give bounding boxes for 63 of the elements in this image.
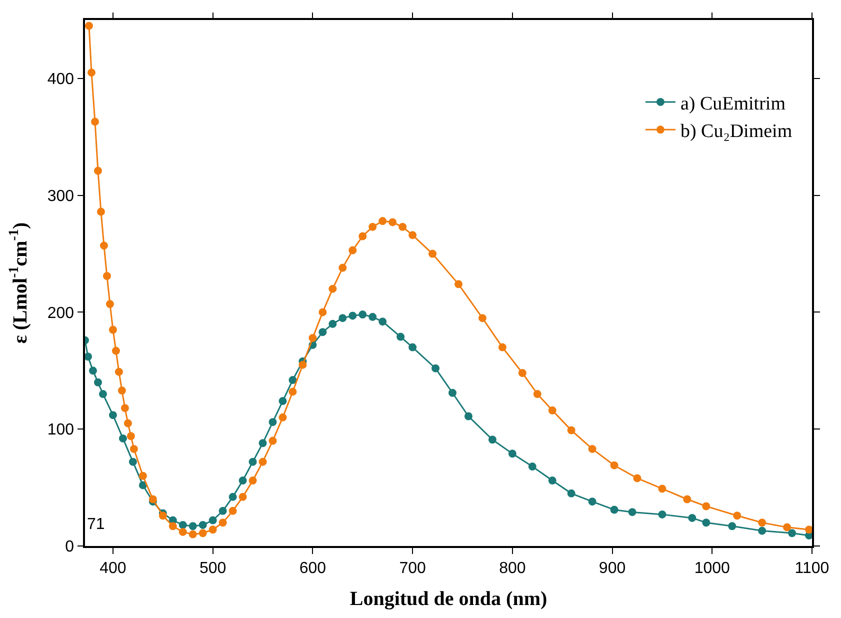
y-tick-label: 0: [65, 538, 74, 556]
point: [108, 411, 117, 420]
point: [702, 518, 710, 527]
point: [268, 418, 277, 426]
y-tick-label: 400: [47, 71, 74, 88]
point: [548, 476, 556, 485]
point: [728, 522, 736, 530]
x-axis-title: Longitud de onda (nm): [350, 588, 548, 610]
point: [248, 458, 257, 466]
point: [208, 516, 217, 524]
point: [464, 412, 472, 420]
point: [85, 352, 92, 361]
point: [432, 364, 440, 372]
point: [368, 312, 377, 321]
point: [328, 320, 337, 328]
point: [228, 492, 237, 501]
point: [198, 520, 207, 529]
point: [288, 376, 297, 384]
point: [98, 390, 107, 398]
point: [788, 529, 796, 538]
x-tick-label: 900: [598, 560, 626, 577]
point: [488, 436, 496, 444]
x-tick-label: 400: [100, 560, 126, 577]
point: [567, 489, 576, 498]
point: [88, 366, 97, 375]
point: [658, 510, 666, 518]
point: [348, 312, 357, 320]
point: [610, 506, 618, 514]
point: [448, 388, 456, 397]
x-tick-label: 800: [499, 560, 526, 577]
x-tick-label: 1000: [694, 560, 730, 577]
point: [138, 481, 147, 490]
point: [318, 328, 327, 336]
point: [688, 514, 696, 522]
point: [278, 397, 287, 406]
point: [338, 314, 347, 322]
point: [178, 520, 187, 529]
point: [378, 318, 387, 326]
point: [408, 343, 417, 352]
point: [508, 450, 516, 458]
point: [588, 498, 596, 506]
annotation: 71: [87, 516, 105, 533]
y-tick-label: 300: [47, 188, 74, 205]
point: [258, 439, 267, 448]
point: [118, 434, 127, 442]
x-tick-label: 500: [199, 560, 226, 577]
point: [758, 526, 766, 535]
y-tick-label: 200: [47, 304, 74, 322]
point: [128, 458, 137, 466]
point: [238, 476, 247, 485]
x-tick-label: 1100: [794, 560, 830, 577]
legend-label: a) CuEmitrim: [680, 93, 786, 114]
point: [396, 332, 405, 341]
x-tick-label: 700: [399, 560, 426, 577]
legend-label: b) Cu₂Dimeim: [680, 121, 792, 142]
y-tick-label: 100: [47, 422, 74, 439]
point: [528, 462, 536, 471]
point: [628, 508, 636, 516]
point: [358, 310, 367, 319]
point: [94, 378, 102, 386]
x-tick-label: 600: [299, 560, 326, 577]
point: [188, 522, 197, 530]
point: [218, 506, 227, 515]
